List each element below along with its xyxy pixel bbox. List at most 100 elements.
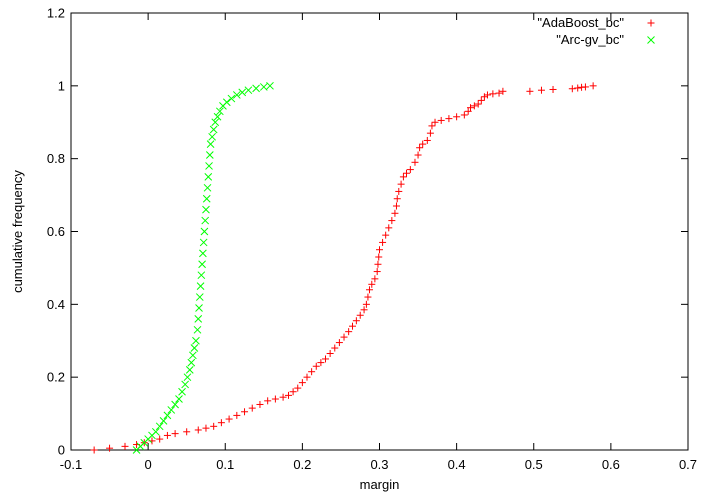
x-axis-label: margin [360,477,400,492]
y-tick-label: 0.8 [47,151,65,166]
data-point [445,115,453,123]
data-point [294,384,302,392]
data-point [151,427,160,436]
data-point [393,195,401,203]
data-point [192,336,200,345]
data-point [364,293,372,301]
data-point [187,358,196,367]
series-layer [90,81,597,454]
legend-symbol [647,36,655,44]
data-point [175,395,183,403]
data-point [419,140,427,148]
data-point [549,85,557,93]
data-point [155,422,164,431]
data-point [206,140,215,148]
data-point [171,400,179,409]
data-point [574,84,582,92]
data-point [431,118,439,126]
data-point [414,151,422,159]
data-point [371,275,379,283]
data-point [460,111,468,119]
data-point [189,351,197,360]
y-tick-label: 0.4 [47,297,65,312]
data-point [352,317,360,325]
data-point [360,306,368,314]
data-point [395,187,403,195]
data-point [374,260,382,268]
data-point [331,344,339,352]
data-point [526,87,534,95]
x-tick-label: 0.2 [293,457,311,472]
data-point [183,428,191,436]
x-tick-label: 0.7 [679,457,697,472]
data-point [379,238,387,246]
data-point [213,112,222,121]
data-point [196,282,205,290]
data-point [467,104,475,112]
data-point [499,87,507,95]
data-point [205,162,213,170]
data-point [199,249,207,258]
data-point [368,280,376,288]
x-tick-label: 0 [145,457,152,472]
y-tick-label: 0 [58,443,65,458]
data-point [208,132,216,141]
data-point [106,444,114,452]
data-point [365,286,373,294]
data-point [271,395,279,403]
data-point [382,231,390,239]
legend-label-adaboost: "AdaBoost_bc" [537,15,624,30]
data-point [317,359,325,367]
x-tick-label: 0.5 [525,457,543,472]
x-tick-label: 0.4 [448,457,466,472]
data-point [238,88,247,97]
data-point [423,136,431,144]
data-point [252,84,260,93]
data-point [183,373,192,382]
data-point [264,397,272,405]
data-point [402,169,410,177]
legend-marker-adaboost [647,19,655,27]
data-point [232,91,241,99]
data-point [194,315,203,323]
data-point [159,417,168,425]
y-tick-label: 1.2 [47,6,65,21]
y-axis-ticks: 0 0.2 0.4 0.6 0.8 1 1.2 [47,6,688,458]
data-point [195,293,204,301]
data-point [195,304,203,312]
data-point [474,100,482,108]
data-point [215,107,224,116]
data-point [495,89,503,97]
data-point [375,253,383,261]
data-point [279,393,287,401]
data-point [362,300,370,308]
x-tick-label: -0.1 [60,457,82,472]
data-point [406,166,414,174]
data-point [568,85,576,93]
data-point [121,442,129,450]
data-point [199,238,208,247]
data-point [163,411,172,420]
data-point [388,217,396,225]
data-point [397,180,405,188]
data-point [391,209,399,217]
data-point [411,158,419,166]
data-point [303,373,311,381]
data-point [483,91,491,99]
x-tick-label: 0.6 [602,457,620,472]
data-point [428,122,436,130]
data-point [185,366,194,374]
data-point [163,431,171,439]
data-point [201,216,210,225]
data-point [202,194,211,203]
data-point [209,125,218,134]
data-point [392,202,400,210]
data-point [356,311,364,319]
data-point [349,322,357,330]
data-point [197,271,206,280]
data-point [256,400,264,408]
data-point [205,151,214,159]
data-point [241,408,249,416]
data-point [416,144,424,152]
